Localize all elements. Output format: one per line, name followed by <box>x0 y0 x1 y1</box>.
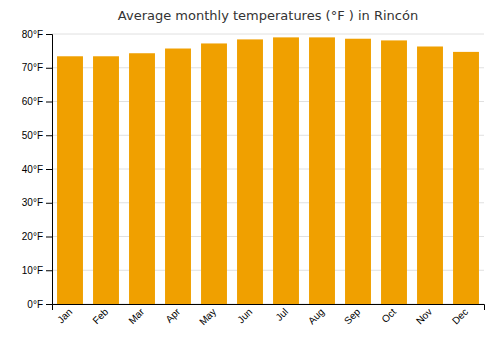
y-tick-mark <box>46 68 52 69</box>
y-tick-label: 80°F <box>22 29 43 40</box>
x-tick-label: Mar <box>126 306 146 326</box>
y-tick-mark <box>46 135 52 136</box>
x-tick-label: Aug <box>306 306 326 326</box>
x-tick-label: May <box>197 306 218 327</box>
bar <box>57 56 83 304</box>
bar <box>417 46 443 304</box>
x-tick: Dec <box>450 306 470 326</box>
x-tick-label: Jul <box>273 306 290 323</box>
x-tick: Jul <box>273 306 290 323</box>
x-tick: May <box>197 306 218 327</box>
grid <box>52 34 484 304</box>
x-tick-label: Apr <box>163 306 182 325</box>
y-tick-label: 50°F <box>22 130 43 141</box>
bars <box>57 37 479 304</box>
y-tick: 60°F <box>22 96 52 107</box>
x-tick: Jun <box>235 306 254 325</box>
bar <box>273 37 299 304</box>
x-axis-line <box>53 305 485 311</box>
x-tick: Feb <box>90 306 110 326</box>
bar <box>165 49 191 304</box>
x-tick: Apr <box>163 306 182 325</box>
y-tick: 70°F <box>22 62 52 73</box>
x-tick-label: Feb <box>90 306 110 326</box>
x-tick-label: Oct <box>379 306 398 325</box>
x-tick-label: Dec <box>450 306 470 326</box>
y-tick: 50°F <box>22 130 52 141</box>
y-tick-label: 40°F <box>22 164 43 175</box>
y-tick-mark <box>46 203 52 204</box>
bar <box>93 56 119 304</box>
plot-area: 0°F 10°F 20°F 30°F 40°F 50°F 60°F 70°F 80°F Jan Fe… <box>22 29 485 328</box>
x-tick: Nov <box>414 306 434 326</box>
y-tick-label: 0°F <box>27 299 43 310</box>
x-axis: Jan Feb Mar Apr May Jun Jul Aug Sep Oct Nov Dec <box>53 305 485 328</box>
bar <box>129 53 155 304</box>
x-tick-label: Jun <box>235 306 254 325</box>
grid-line <box>52 34 484 35</box>
y-tick-mark <box>46 169 52 170</box>
y-tick-mark <box>46 270 52 271</box>
y-tick-label: 30°F <box>22 197 43 208</box>
x-tick: Jan <box>55 306 74 325</box>
y-tick-label: 20°F <box>22 231 43 242</box>
bar <box>237 39 263 304</box>
y-tick: 40°F <box>22 164 52 175</box>
y-tick-label: 60°F <box>22 96 43 107</box>
bar <box>381 40 407 304</box>
x-tick-label: Nov <box>414 306 434 326</box>
chart-svg: 0°F 10°F 20°F 30°F 40°F 50°F 60°F 70°F 80°F Jan Fe… <box>0 0 500 350</box>
x-tick: Oct <box>379 306 398 325</box>
y-tick-mark <box>46 304 52 305</box>
y-tick: 10°F <box>22 265 52 276</box>
y-tick-mark <box>46 237 52 238</box>
x-tick-label: Jan <box>55 306 74 325</box>
x-tick: Mar <box>126 306 146 326</box>
x-tick: Sep <box>342 306 363 327</box>
y-tick-mark <box>46 102 52 103</box>
y-tick: 20°F <box>22 231 52 242</box>
bar <box>453 52 479 304</box>
y-tick: 0°F <box>27 299 52 310</box>
chart-container: 0°F 10°F 20°F 30°F 40°F 50°F 60°F 70°F 80°F Jan Fe… <box>0 0 500 350</box>
y-tick-label: 10°F <box>22 265 43 276</box>
x-tick: Aug <box>306 306 326 326</box>
y-tick: 80°F <box>22 29 52 40</box>
y-tick-mark <box>46 34 52 35</box>
bar <box>201 43 227 304</box>
y-tick-label: 70°F <box>22 62 43 73</box>
bar <box>345 39 371 304</box>
y-tick: 30°F <box>22 197 52 208</box>
y-axis-line <box>46 35 53 305</box>
x-tick-label: Sep <box>342 306 363 327</box>
y-axis: 0°F 10°F 20°F 30°F 40°F 50°F 60°F 70°F 80°F <box>22 29 53 310</box>
chart-title: Average monthly temperatures (°F ) in Ri… <box>118 8 418 23</box>
bar <box>309 37 335 304</box>
